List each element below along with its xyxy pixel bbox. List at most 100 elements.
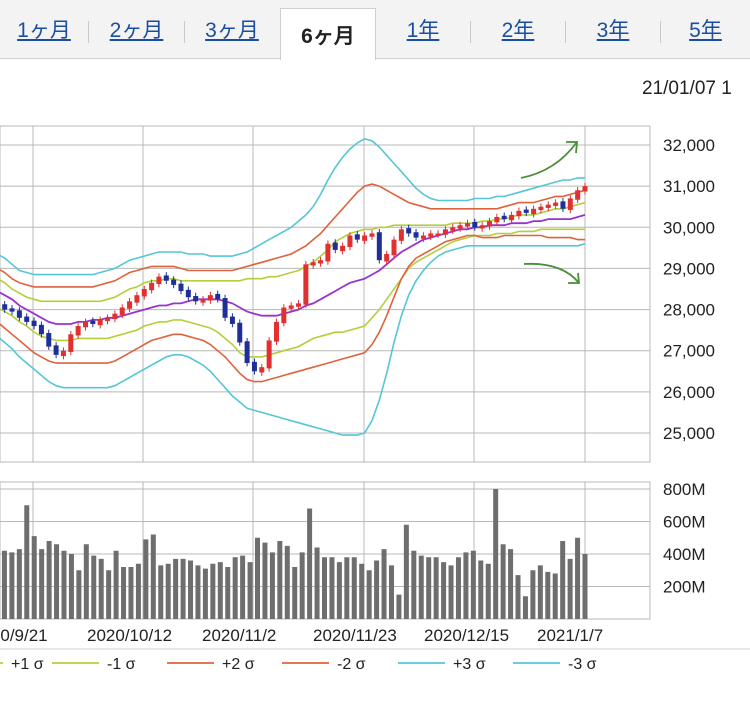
candle-body (127, 301, 133, 309)
candle-body (207, 295, 213, 301)
tab-2-months[interactable]: 2ヶ月 (109, 19, 164, 42)
volume-bar (61, 550, 67, 619)
volume-tick-label: 400M (663, 545, 706, 564)
volume-bar (1, 550, 7, 619)
candle-body (229, 316, 235, 324)
candle-body (200, 299, 206, 303)
candle-body (90, 320, 96, 324)
volume-bar (24, 505, 30, 619)
volume-bar (396, 594, 402, 619)
volume-bar (344, 557, 350, 619)
volume-bar (500, 544, 506, 619)
candle-body (171, 279, 177, 285)
volume-bar (158, 565, 164, 619)
date-tick-label: 2021/1/7 (537, 626, 603, 645)
candle-body (362, 235, 368, 241)
volume-bar (277, 541, 283, 619)
candle-body (509, 214, 515, 221)
tab-3-years[interactable]: 3年 (596, 19, 630, 42)
candle-body (420, 235, 426, 239)
volume-tick-label: 200M (663, 578, 706, 597)
volume-bar (314, 547, 320, 619)
volume-bar (54, 544, 60, 619)
price-tick-label: 32,000 (663, 136, 715, 155)
legend-label-m1: -1 σ (107, 656, 136, 673)
tab-1-month[interactable]: 1ヶ月 (17, 19, 71, 42)
candle-body (222, 298, 228, 318)
volume-bar (121, 567, 127, 619)
candle-body (332, 242, 338, 250)
candle-body (149, 282, 155, 291)
candle-body (384, 254, 390, 262)
candle-body (516, 210, 522, 217)
candle-body (134, 295, 140, 303)
volume-bar (247, 562, 253, 619)
candle-body (376, 232, 382, 261)
volume-bar (150, 534, 156, 619)
volume-bar (552, 573, 558, 619)
volume-bar (217, 562, 223, 619)
candle-body (567, 198, 573, 211)
candle-body (178, 283, 184, 292)
tab-5-years[interactable]: 5年 (689, 19, 722, 42)
sigma-band-m1 (0, 228, 585, 358)
legend-label-p2: +2 σ (222, 656, 255, 673)
legend-label-m3: -3 σ (568, 656, 597, 673)
candle-body (545, 204, 551, 208)
volume-bar (202, 568, 208, 619)
date-tick-label: 2020/9/21 (0, 626, 48, 645)
volume-bar (351, 557, 357, 619)
volume-bar (143, 539, 149, 619)
volume-bar (98, 558, 104, 619)
volume-bar (128, 567, 134, 619)
volume-bar (292, 567, 298, 619)
tab-6-months[interactable]: 6ヶ月 (280, 8, 376, 60)
volume-bar (359, 563, 365, 619)
candle-body (318, 260, 324, 264)
volume-bar (433, 557, 439, 619)
tab-separator (660, 21, 661, 43)
volume-bar (255, 537, 261, 619)
tab-2-years[interactable]: 2年 (501, 19, 535, 42)
volume-bar (537, 565, 543, 619)
volume-tick-label: 800M (663, 480, 706, 499)
sigma-bands (0, 137, 586, 436)
tab-3-months[interactable]: 3ヶ月 (205, 19, 259, 42)
volume-bar (31, 536, 37, 619)
volume-bar (448, 565, 454, 619)
candle-body (119, 307, 125, 315)
tab-separator (88, 21, 89, 43)
candle-body (391, 239, 397, 256)
down-trend-arrow-icon (523, 262, 580, 284)
volume-bar (366, 570, 372, 619)
candle-body (398, 229, 404, 241)
candle-body (266, 340, 272, 369)
candle-body (487, 221, 493, 227)
candle-body (464, 223, 470, 227)
candle-body (24, 316, 30, 322)
candle-body (523, 209, 529, 213)
candle-body (531, 208, 537, 215)
candle-body (38, 324, 44, 335)
candle-body (112, 313, 118, 320)
volume-bar (374, 560, 380, 619)
candle-body (193, 295, 199, 302)
volume-bar (530, 570, 536, 619)
axis-labels: 25,000 26,000 27,000 28,000 29,000 30,000 31,0… (0, 136, 715, 645)
candle-body (457, 225, 463, 229)
tab-1-year[interactable]: 1年 (406, 19, 440, 42)
trend-arrows (520, 141, 580, 284)
candle-body (560, 201, 566, 209)
candle-body (494, 217, 500, 223)
period-tab-bar: 1ヶ月 2ヶ月 3ヶ月 6ヶ月 1年 2年 3年 5年 (0, 0, 750, 60)
date-tick-label: 2020/11/23 (313, 626, 397, 645)
candle-body (75, 326, 81, 336)
chart-legend: +1 σ -1 σ +2 σ -2 σ +3 σ -3 σ (0, 648, 750, 673)
tab-separator (470, 21, 471, 43)
volume-bar (418, 555, 424, 619)
candle-body (310, 262, 316, 266)
volume-bar (329, 557, 335, 619)
volume-bar (411, 550, 417, 619)
candle-body (450, 227, 456, 231)
candle-body (251, 361, 257, 372)
